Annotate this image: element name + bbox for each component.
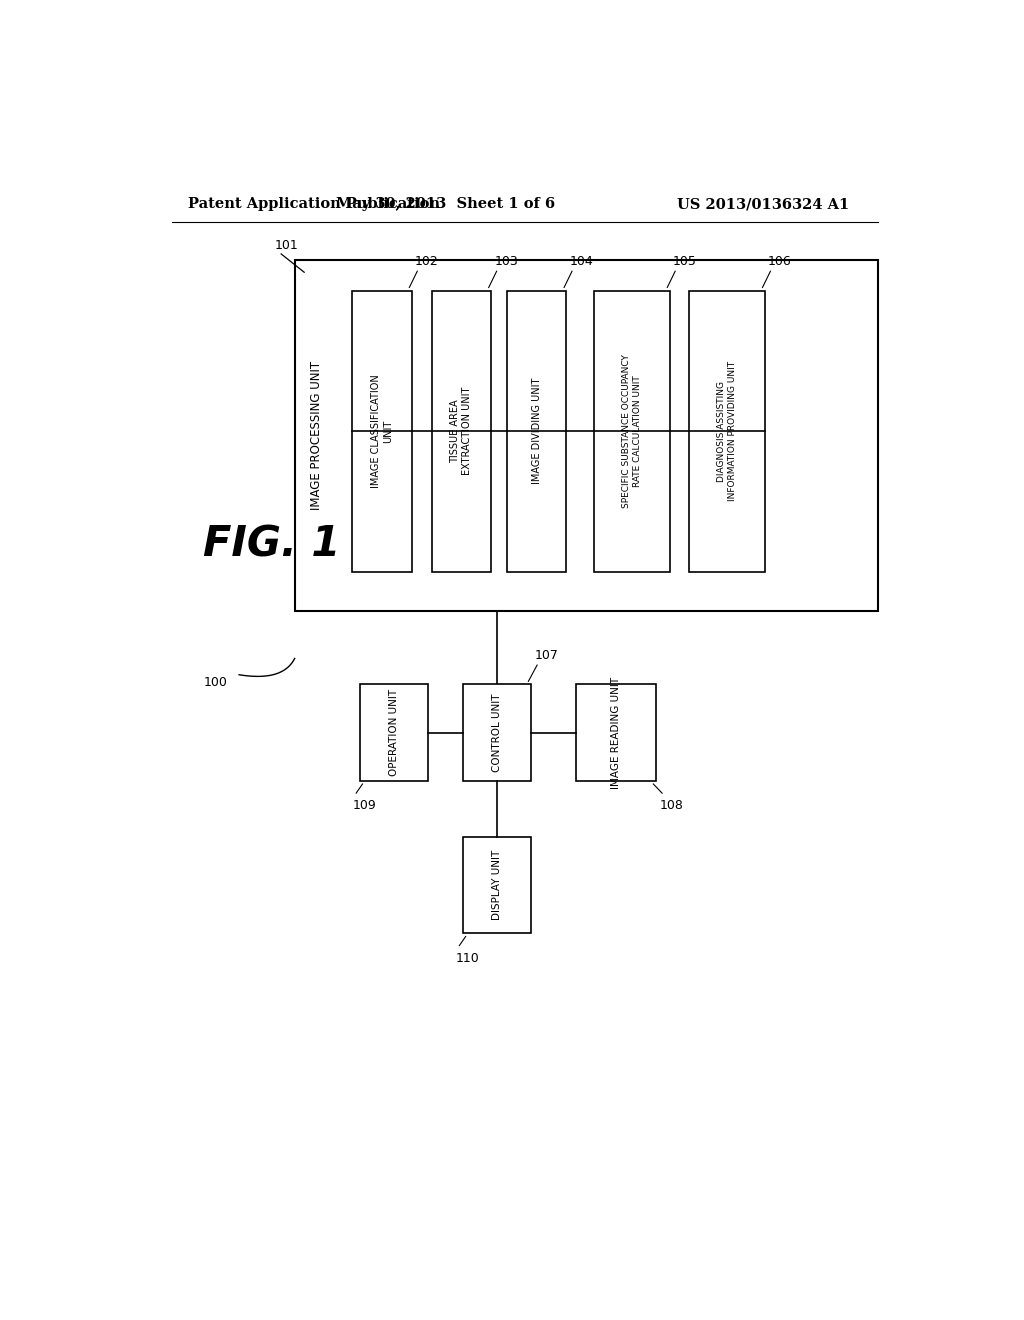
Bar	[577, 684, 655, 781]
Bar	[431, 290, 492, 572]
Text: 101: 101	[274, 239, 299, 252]
Text: May 30, 2013  Sheet 1 of 6: May 30, 2013 Sheet 1 of 6	[336, 197, 555, 211]
Bar	[463, 837, 530, 933]
Bar	[360, 684, 428, 781]
Text: IMAGE CLASSIFICATION
UNIT: IMAGE CLASSIFICATION UNIT	[371, 375, 393, 488]
Text: 110: 110	[456, 952, 479, 965]
Bar	[352, 290, 412, 572]
Bar	[689, 290, 765, 572]
Text: DISPLAY UNIT: DISPLAY UNIT	[492, 850, 502, 920]
Bar	[295, 260, 878, 611]
Text: 104: 104	[569, 255, 593, 268]
Bar	[463, 684, 530, 781]
Text: IMAGE READING UNIT: IMAGE READING UNIT	[611, 677, 622, 789]
Text: 107: 107	[535, 649, 559, 663]
Bar	[594, 290, 670, 572]
Text: CONTROL UNIT: CONTROL UNIT	[492, 693, 502, 772]
Text: 105: 105	[673, 255, 696, 268]
Text: US 2013/0136324 A1: US 2013/0136324 A1	[677, 197, 849, 211]
Text: 106: 106	[768, 255, 792, 268]
Bar	[507, 290, 566, 572]
Text: FIG. 1: FIG. 1	[204, 524, 341, 566]
Text: 102: 102	[415, 255, 438, 268]
Text: 100: 100	[204, 676, 227, 689]
Text: OPERATION UNIT: OPERATION UNIT	[389, 689, 399, 776]
Text: SPECIFIC SUBSTANCE OCCUPANCY
RATE CALCULATION UNIT: SPECIFIC SUBSTANCE OCCUPANCY RATE CALCUL…	[623, 354, 642, 508]
Text: IMAGE PROCESSING UNIT: IMAGE PROCESSING UNIT	[310, 360, 324, 510]
Text: 103: 103	[495, 255, 518, 268]
Text: 109: 109	[352, 799, 376, 812]
Text: Patent Application Publication: Patent Application Publication	[187, 197, 439, 211]
Text: DIAGNOSIS ASSISTING
INFORMATION PROVIDING UNIT: DIAGNOSIS ASSISTING INFORMATION PROVIDIN…	[718, 362, 737, 502]
Text: IMAGE DIVIDING UNIT: IMAGE DIVIDING UNIT	[531, 378, 542, 484]
Text: TISSUE AREA
EXTRACTION UNIT: TISSUE AREA EXTRACTION UNIT	[451, 387, 472, 475]
Text: 108: 108	[659, 799, 684, 812]
